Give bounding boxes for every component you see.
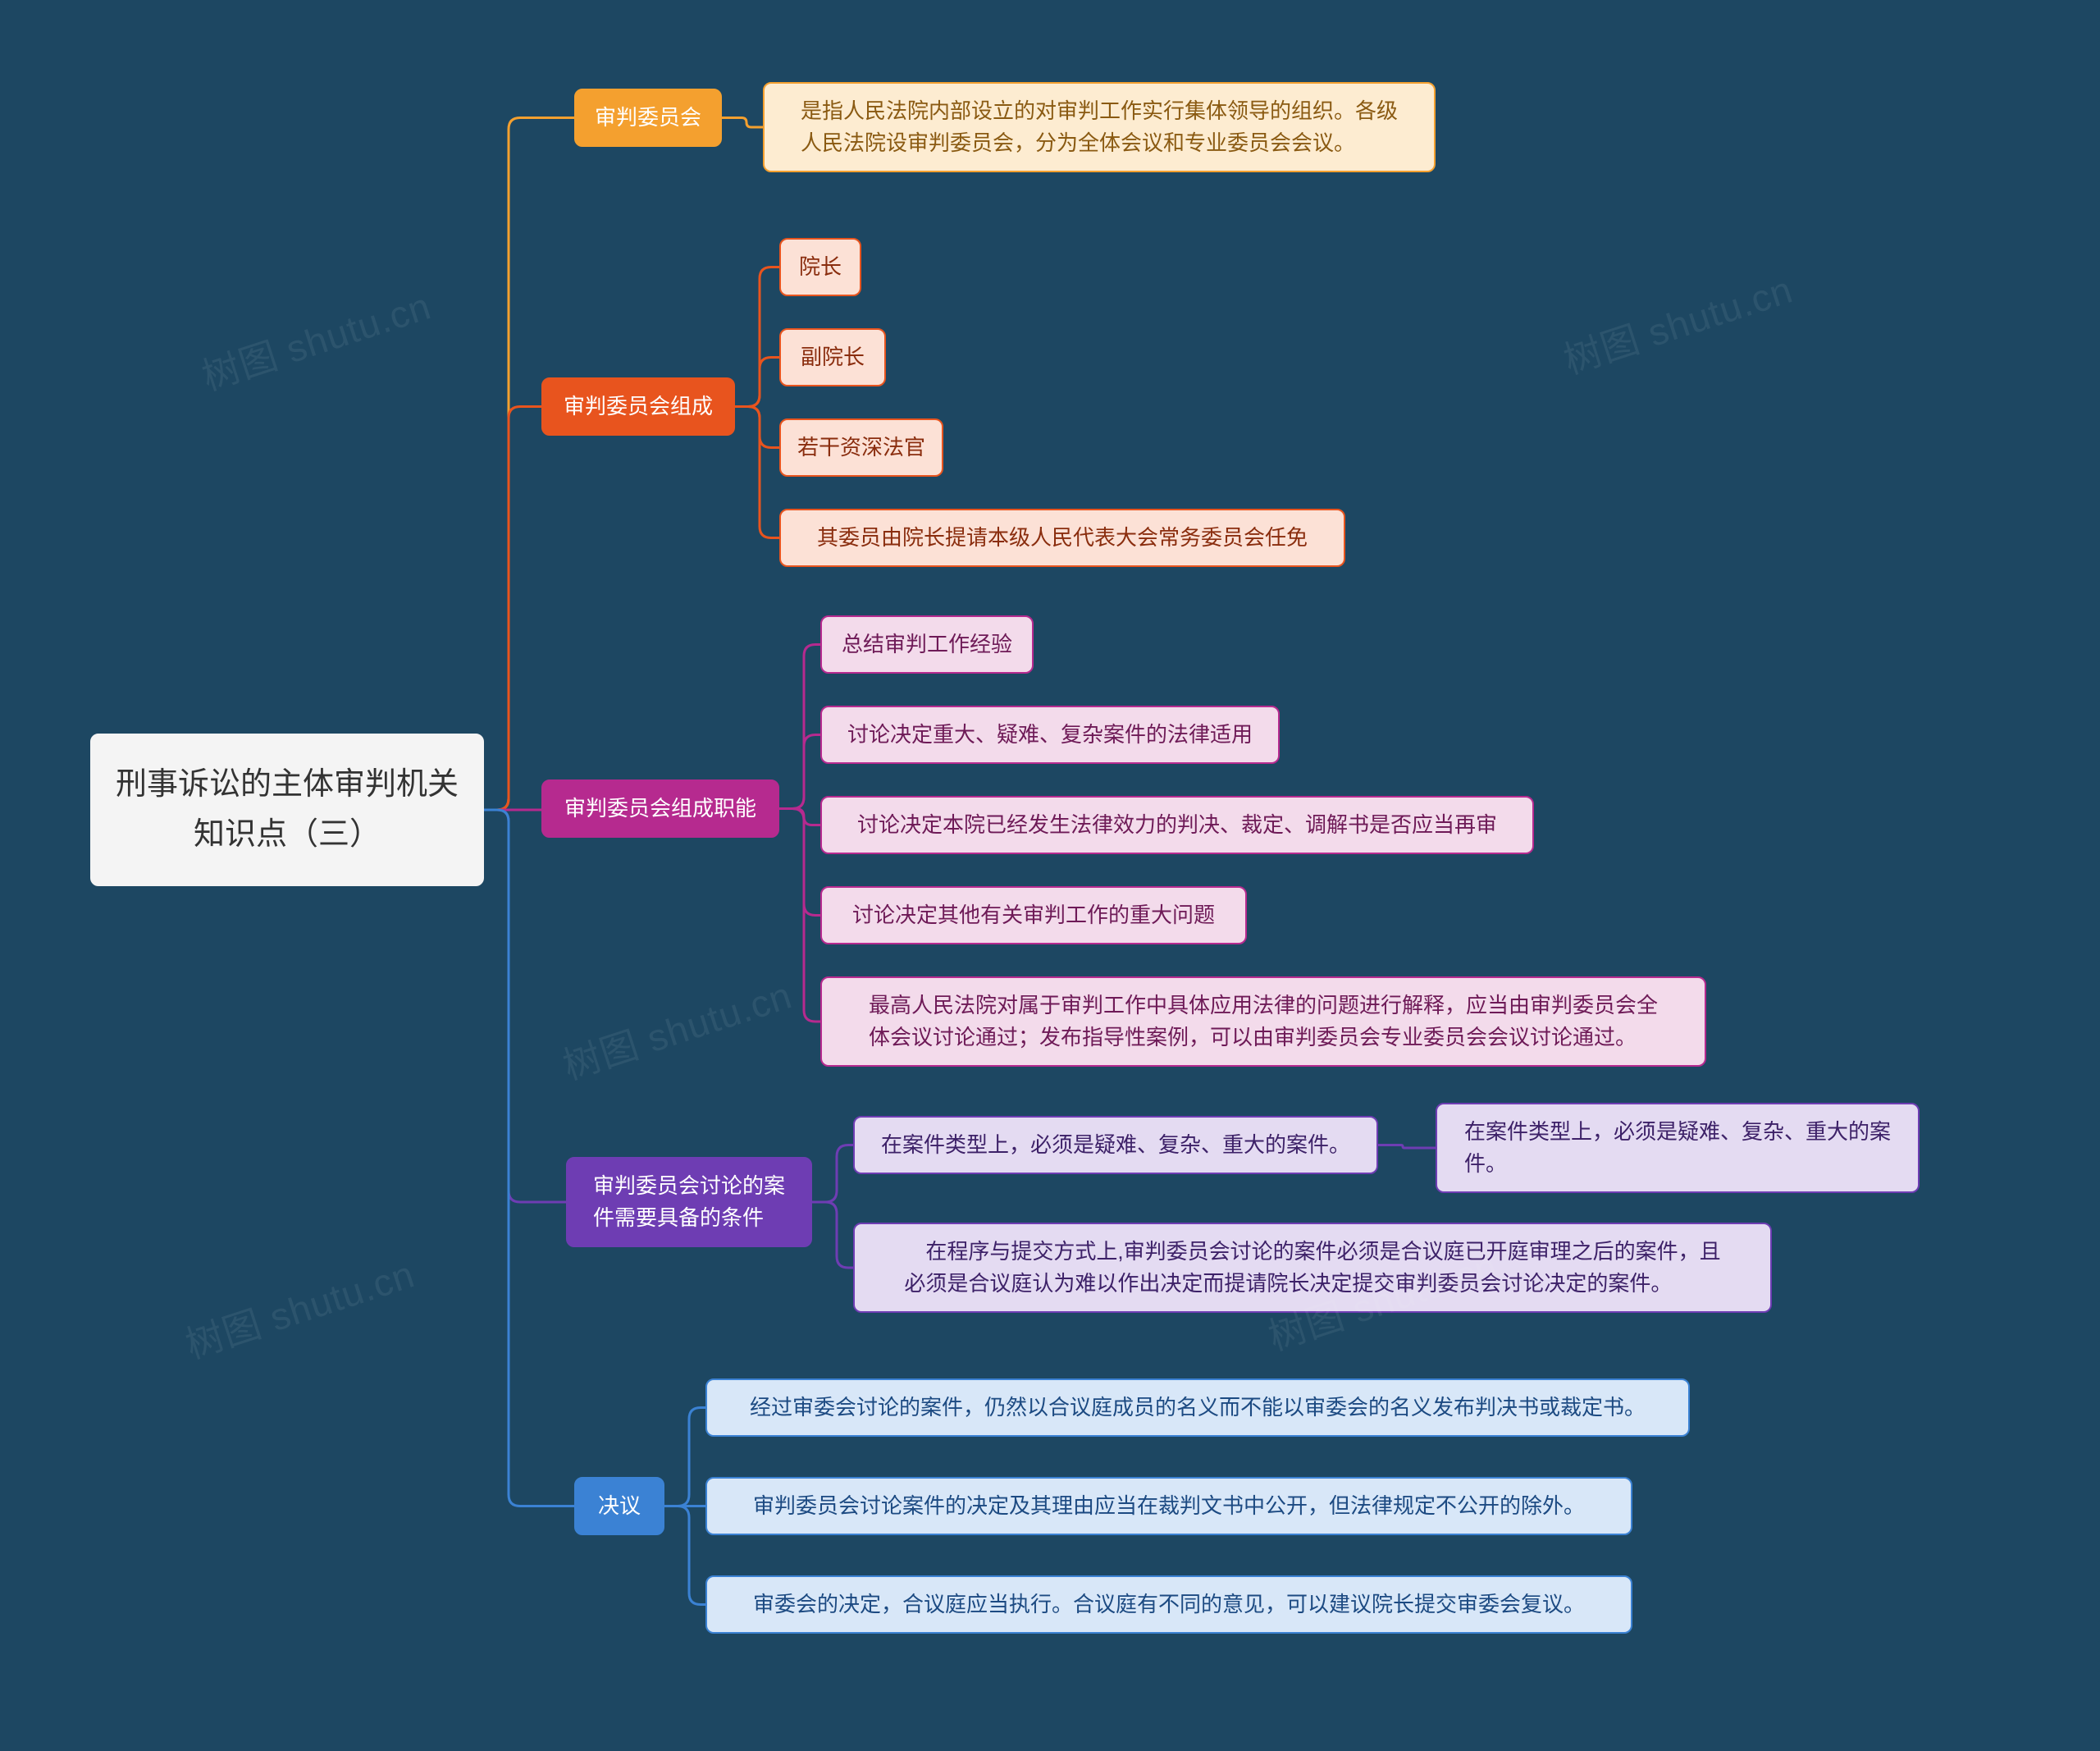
node-b5c2: 审判委员会讨论案件的决定及其理由应当在裁判文书中公开，但法律规定不公开的除外。 bbox=[705, 1477, 1632, 1535]
node-b5c3-label: 审委会的决定，合议庭应当执行。合议庭有不同的意见，可以建议院长提交审委会复议。 bbox=[753, 1589, 1585, 1621]
node-b2c3: 若干资深法官 bbox=[779, 418, 943, 477]
node-b2c4-label: 其委员由院长提请本级人民代表大会常务委员会任免 bbox=[817, 522, 1308, 554]
node-b1c1-label: 是指人民法院内部设立的对审判工作实行集体领导的组织。各级 人民法院设审判委员会，… bbox=[801, 95, 1398, 159]
node-b2: 审判委员会组成 bbox=[541, 377, 735, 436]
node-b5c3: 审委会的决定，合议庭应当执行。合议庭有不同的意见，可以建议院长提交审委会复议。 bbox=[705, 1575, 1632, 1634]
node-b4c1-label: 在案件类型上，必须是疑难、复杂、重大的案件。 bbox=[881, 1129, 1350, 1161]
node-b5c1-label: 经过审委会讨论的案件，仍然以合议庭成员的名义而不能以审委会的名义发布判决书或裁定… bbox=[750, 1392, 1646, 1424]
node-b3c1: 总结审判工作经验 bbox=[820, 615, 1034, 674]
node-b2c3-label: 若干资深法官 bbox=[797, 432, 925, 464]
node-b1: 审判委员会 bbox=[574, 89, 722, 147]
node-b1-label: 审判委员会 bbox=[595, 102, 701, 134]
node-root: 刑事诉讼的主体审判机关 知识点（三） bbox=[90, 734, 484, 886]
node-b5c2-label: 审判委员会讨论案件的决定及其理由应当在裁判文书中公开，但法律规定不公开的除外。 bbox=[753, 1490, 1585, 1522]
node-b2c1: 院长 bbox=[779, 238, 861, 296]
node-b3c1-label: 总结审判工作经验 bbox=[842, 629, 1012, 661]
node-b1c1: 是指人民法院内部设立的对审判工作实行集体领导的组织。各级 人民法院设审判委员会，… bbox=[763, 82, 1436, 172]
node-b3c3: 讨论决定本院已经发生法律效力的判决、裁定、调解书是否应当再审 bbox=[820, 796, 1534, 854]
node-b4c1: 在案件类型上，必须是疑难、复杂、重大的案件。 bbox=[853, 1116, 1378, 1174]
node-b2c2: 副院长 bbox=[779, 328, 886, 386]
node-b2c1-label: 院长 bbox=[799, 251, 842, 283]
node-b4c1a: 在案件类型上，必须是疑难、复杂、重大的案 件。 bbox=[1436, 1103, 1920, 1193]
node-b3: 审判委员会组成职能 bbox=[541, 779, 779, 838]
node-b3c2: 讨论决定重大、疑难、复杂案件的法律适用 bbox=[820, 706, 1280, 764]
node-b2c2-label: 副院长 bbox=[801, 341, 865, 373]
node-b4c2-label: 在程序与提交方式上,审判委员会讨论的案件必须是合议庭已开庭审理之后的案件，且 必… bbox=[904, 1236, 1720, 1300]
node-b5: 决议 bbox=[574, 1477, 664, 1535]
node-b3c2-label: 讨论决定重大、疑难、复杂案件的法律适用 bbox=[847, 719, 1253, 751]
node-b4c1a-label: 在案件类型上，必须是疑难、复杂、重大的案 件。 bbox=[1464, 1116, 1891, 1180]
node-b4: 审判委员会讨论的案 件需要具备的条件 bbox=[566, 1157, 812, 1247]
node-b4-label: 审判委员会讨论的案 件需要具备的条件 bbox=[593, 1170, 785, 1234]
node-b5c1: 经过审委会讨论的案件，仍然以合议庭成员的名义而不能以审委会的名义发布判决书或裁定… bbox=[705, 1378, 1690, 1437]
node-b3c5: 最高人民法院对属于审判工作中具体应用法律的问题进行解释，应当由审判委员会全 体会… bbox=[820, 976, 1706, 1067]
node-root-label: 刑事诉讼的主体审判机关 知识点（三） bbox=[116, 760, 459, 860]
node-b3c5-label: 最高人民法院对属于审判工作中具体应用法律的问题进行解释，应当由审判委员会全 体会… bbox=[869, 990, 1658, 1054]
node-b5-label: 决议 bbox=[598, 1490, 641, 1522]
node-b2-label: 审判委员会组成 bbox=[564, 391, 713, 423]
node-b3c3-label: 讨论决定本院已经发生法律效力的判决、裁定、调解书是否应当再审 bbox=[857, 809, 1497, 841]
node-b2c4: 其委员由院长提请本级人民代表大会常务委员会任免 bbox=[779, 509, 1345, 567]
node-b3c4: 讨论决定其他有关审判工作的重大问题 bbox=[820, 886, 1247, 944]
node-b3-label: 审判委员会组成职能 bbox=[564, 793, 756, 825]
node-b4c2: 在程序与提交方式上,审判委员会讨论的案件必须是合议庭已开庭审理之后的案件，且 必… bbox=[853, 1223, 1772, 1313]
node-b3c4-label: 讨论决定其他有关审判工作的重大问题 bbox=[852, 899, 1215, 931]
